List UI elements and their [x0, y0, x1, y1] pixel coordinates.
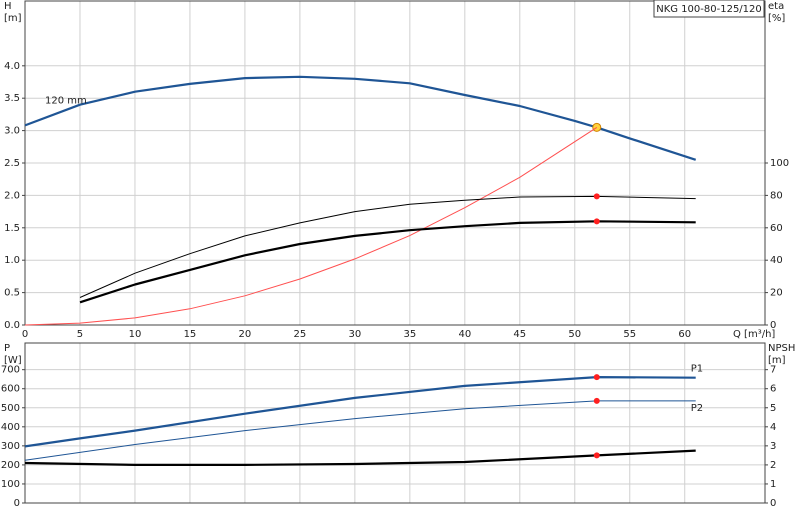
y-tick-label: 300	[1, 441, 20, 452]
x-tick-label: 5	[77, 329, 83, 340]
series-label: 120 mm	[45, 96, 87, 107]
series-line	[24, 400, 696, 461]
series-line	[79, 195, 696, 298]
y-tick-label: 600	[1, 384, 20, 395]
operating-point	[593, 218, 600, 225]
plot-frame	[24, 342, 766, 504]
y-tick-label: 3.5	[4, 93, 20, 104]
x-tick-label: 45	[513, 329, 526, 340]
y-tick-label: 4.0	[4, 61, 20, 72]
plot-frame	[24, 0, 766, 326]
y2-tick-label: 2	[770, 460, 776, 471]
y-tick-label: 3.0	[4, 126, 20, 137]
y2-tick-label: 60	[770, 223, 783, 234]
y2-tick-label: 5	[770, 403, 776, 414]
y-tick-label: 2.5	[4, 158, 20, 169]
y2-tick-label: 1	[770, 479, 776, 490]
y-tick-label: 200	[1, 460, 20, 471]
x-tick-label: 25	[294, 329, 307, 340]
y2-axis-title: [m]	[768, 355, 786, 366]
y-axis-title: [W]	[4, 355, 22, 366]
y2-tick-label: 80	[770, 190, 783, 201]
y2-axis-title: eta	[768, 1, 784, 12]
y2-axis-title: [%]	[768, 13, 785, 24]
x-tick-label: 50	[568, 329, 581, 340]
y2-axis-title: NPSH	[768, 343, 795, 354]
y-tick-label: 1.5	[4, 223, 20, 234]
x-tick-label: 15	[184, 329, 197, 340]
y2-tick-label: 100	[770, 158, 789, 169]
x-tick-label: 60	[678, 329, 691, 340]
operating-point	[593, 397, 600, 404]
series-line	[79, 220, 696, 304]
x-tick-label: 55	[623, 329, 636, 340]
series-line	[24, 376, 696, 448]
series-line	[24, 75, 697, 161]
operating-point	[593, 193, 600, 200]
x-axis-title: Q [m³/h]	[733, 329, 775, 340]
y2-tick-label: 7	[770, 365, 776, 376]
y-tick-label: 100	[1, 479, 20, 490]
series-label: P1	[691, 364, 703, 375]
x-tick-label: 35	[403, 329, 416, 340]
y-tick-label: 500	[1, 403, 20, 414]
y-tick-label: 0.5	[4, 288, 20, 299]
y2-tick-label: 20	[770, 288, 783, 299]
x-tick-label: 30	[348, 329, 361, 340]
series-label: P2	[691, 403, 703, 414]
chart-title: NKG 100-80-125/120	[656, 4, 762, 15]
y-axis-title: H	[4, 1, 12, 12]
title-box	[653, 0, 765, 18]
y2-tick-label: 4	[770, 422, 776, 433]
y-tick-label: 1.0	[4, 255, 20, 266]
x-tick-label: 10	[129, 329, 142, 340]
y-tick-label: 400	[1, 422, 20, 433]
y-tick-label: 700	[1, 365, 20, 376]
y2-tick-label: 6	[770, 384, 776, 395]
operating-point	[593, 374, 600, 381]
x-tick-label: 40	[458, 329, 471, 340]
y-axis-title: P	[4, 343, 10, 354]
x-tick-label: 0	[22, 329, 28, 340]
x-tick-label: 20	[239, 329, 252, 340]
y-tick-label: 2.0	[4, 190, 20, 201]
series-line	[24, 126, 598, 326]
y2-tick-label: 0	[770, 498, 776, 509]
y2-tick-label: 3	[770, 441, 776, 452]
y-tick-label: 0.0	[4, 320, 20, 331]
y-axis-title: [m]	[4, 13, 22, 24]
operating-point	[593, 452, 600, 459]
y2-tick-label: 0	[770, 320, 776, 331]
y-tick-label: 0	[14, 498, 20, 509]
y2-tick-label: 40	[770, 255, 783, 266]
